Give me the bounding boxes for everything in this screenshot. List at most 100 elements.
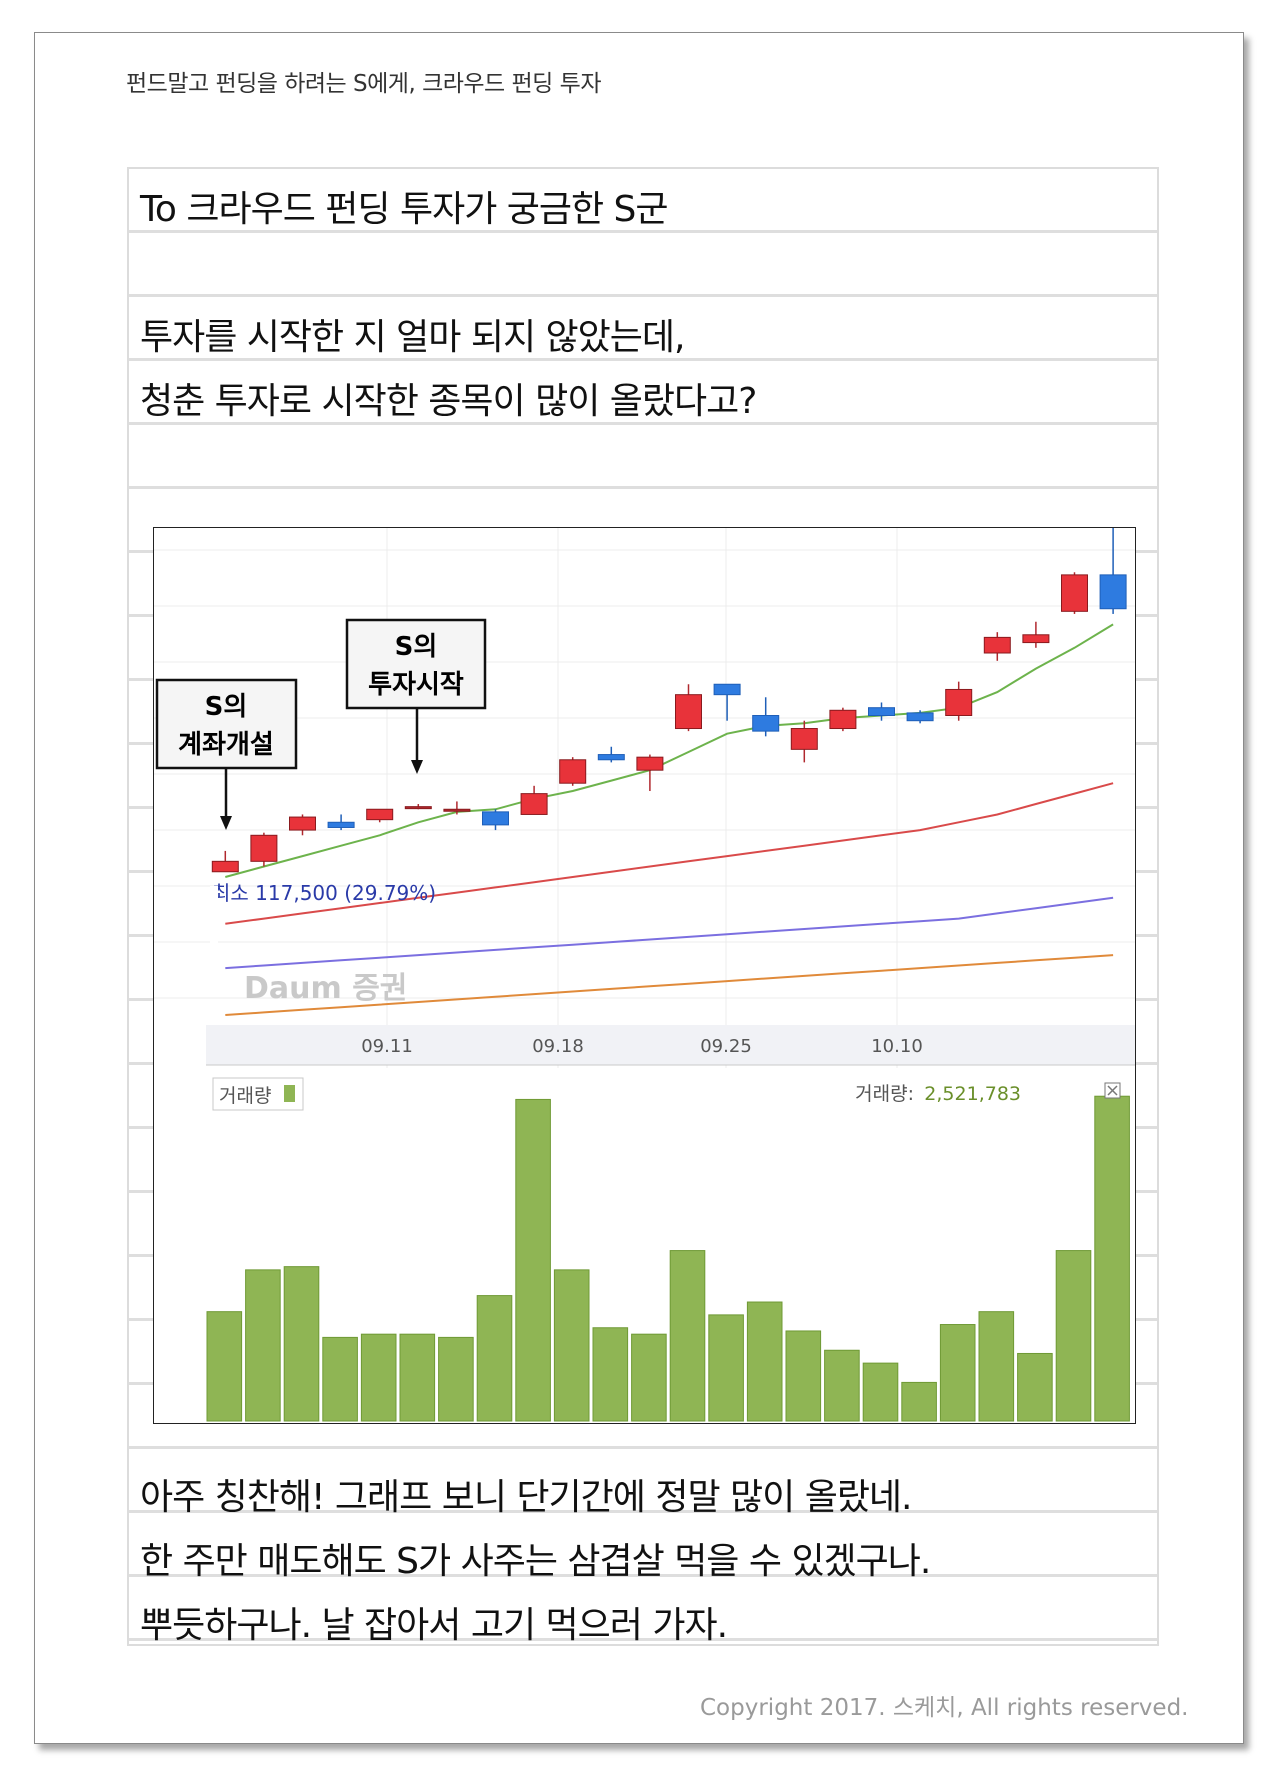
volume-readout-value: 2,521,783 xyxy=(924,1083,1021,1105)
volume-bar xyxy=(206,1311,243,1422)
volume-bar xyxy=(245,1269,281,1422)
close-icon[interactable] xyxy=(1104,1082,1121,1099)
candle-body xyxy=(868,707,895,716)
candle xyxy=(1099,528,1127,614)
candle xyxy=(983,632,1011,661)
volume-bar xyxy=(1055,1250,1092,1422)
candle-body xyxy=(482,811,509,826)
volume-legend-label: 거래량 xyxy=(219,1085,271,1107)
volume-bar xyxy=(515,1098,551,1422)
candle xyxy=(250,832,278,867)
volume-bar xyxy=(438,1336,474,1422)
candle-body xyxy=(675,694,702,730)
letter-line-6: 뿌듯하구나. 날 잡아서 고기 먹으러 가자. xyxy=(140,1605,728,1646)
candle xyxy=(868,702,895,721)
candle xyxy=(520,785,548,815)
volume-bar xyxy=(669,1250,706,1422)
moving-average-lines xyxy=(225,623,1114,1016)
letter-line-1: To 크라우드 펀딩 투자가 궁금한 S군 xyxy=(140,189,669,230)
callout-account-open-line2: 계좌개설 xyxy=(178,730,274,760)
callout-account-open-line1: S의 xyxy=(205,692,248,722)
candle-body xyxy=(636,756,664,771)
candle xyxy=(752,697,780,737)
candle xyxy=(713,683,741,721)
copyright-notice: Copyright 2017. 스케치, All rights reserved… xyxy=(700,1695,1189,1721)
stock-chart-svg: 09.11 09.18 09.25 10.10 최소 117,500 (29.79%)… xyxy=(154,528,1135,1422)
low-price-label: 최소 117,500 (29.79%) xyxy=(212,881,436,905)
candle xyxy=(211,850,239,873)
stock-chart: 09.11 09.18 09.25 10.10 최소 117,500 (29.79%)… xyxy=(153,527,1136,1424)
callout-account-open: S의 계좌개설 xyxy=(155,678,298,830)
candle-body xyxy=(327,821,355,828)
candle xyxy=(906,710,934,724)
volume-bar xyxy=(553,1269,590,1422)
candle xyxy=(636,754,664,792)
ma120-line xyxy=(225,954,1114,1016)
volume-bar xyxy=(322,1336,358,1422)
candle-body xyxy=(211,860,239,873)
candle-body xyxy=(906,712,934,722)
ma20-line xyxy=(225,782,1114,925)
candle-body xyxy=(597,754,625,761)
candle xyxy=(366,808,394,823)
candle xyxy=(1061,572,1088,614)
volume-bar xyxy=(283,1266,320,1422)
page-header: 펀드말고 펀딩을 하려는 S에게, 크라우드 펀딩 투자 xyxy=(126,71,601,97)
volume-bar xyxy=(824,1349,860,1422)
volume-readout-label: 거래량: xyxy=(855,1083,914,1105)
letter-line-5: 한 주만 매도해도 S가 사주는 삼겹살 먹을 수 있겠구나. xyxy=(140,1541,931,1582)
ma60-line xyxy=(225,896,1114,970)
candle-body xyxy=(443,808,471,812)
volume-bar xyxy=(1017,1352,1053,1422)
candle xyxy=(404,804,432,810)
volume-bar xyxy=(631,1333,667,1422)
candle-body xyxy=(520,793,548,815)
candle xyxy=(790,720,818,763)
x-tick-label: 10.10 xyxy=(871,1036,923,1057)
volume-bar xyxy=(592,1327,629,1422)
chart-grid xyxy=(154,528,1135,1068)
candle-body xyxy=(752,715,780,732)
x-axis-band xyxy=(206,1025,1135,1065)
candle-body xyxy=(559,759,587,784)
candle xyxy=(945,681,973,721)
volume-bar xyxy=(862,1362,899,1422)
candle xyxy=(482,809,509,831)
x-tick-label: 09.18 xyxy=(532,1036,584,1057)
volume-bar xyxy=(901,1381,937,1422)
candle xyxy=(559,757,587,786)
candle-body xyxy=(1099,574,1127,610)
volume-bar xyxy=(978,1311,1015,1422)
daum-watermark: Daum 증권 xyxy=(244,971,407,1006)
x-tick-label: 09.25 xyxy=(700,1036,752,1057)
candle xyxy=(289,814,316,836)
candle-body xyxy=(983,636,1011,654)
candle-body xyxy=(1061,574,1088,612)
volume-legend: 거래량 xyxy=(212,1077,304,1111)
letter-line-2: 투자를 시작한 지 얼마 되지 않았는데, xyxy=(140,317,685,358)
candle-body xyxy=(945,688,973,716)
callout-invest-start: S의 투자시작 xyxy=(345,618,487,774)
candle-body xyxy=(366,808,394,821)
volume-bar xyxy=(399,1333,436,1422)
x-tick-label: 09.11 xyxy=(361,1036,413,1057)
volume-bar xyxy=(785,1330,822,1422)
callout-invest-start-line2: 투자시작 xyxy=(368,670,464,700)
callout-invest-start-line1: S의 xyxy=(395,632,438,662)
letter-line-3: 청춘 투자로 시작한 종목이 많이 올랐다고? xyxy=(140,381,757,422)
candle-body xyxy=(404,806,432,810)
volume-bar xyxy=(708,1314,744,1422)
volume-bar xyxy=(939,1324,976,1422)
volume-bar xyxy=(1094,1095,1130,1422)
volume-bar xyxy=(476,1295,513,1422)
candle xyxy=(327,814,355,831)
candle-body xyxy=(1022,634,1050,644)
candle-body xyxy=(289,816,316,831)
volume-bar xyxy=(746,1301,783,1422)
candle xyxy=(443,801,471,815)
candlesticks xyxy=(211,528,1127,873)
candle-body xyxy=(829,709,857,730)
candle xyxy=(597,746,625,763)
volume-bars xyxy=(206,1095,1130,1422)
letter-line-4: 아주 칭찬해! 그래프 보니 단기간에 정말 많이 올랐네. xyxy=(140,1477,912,1518)
